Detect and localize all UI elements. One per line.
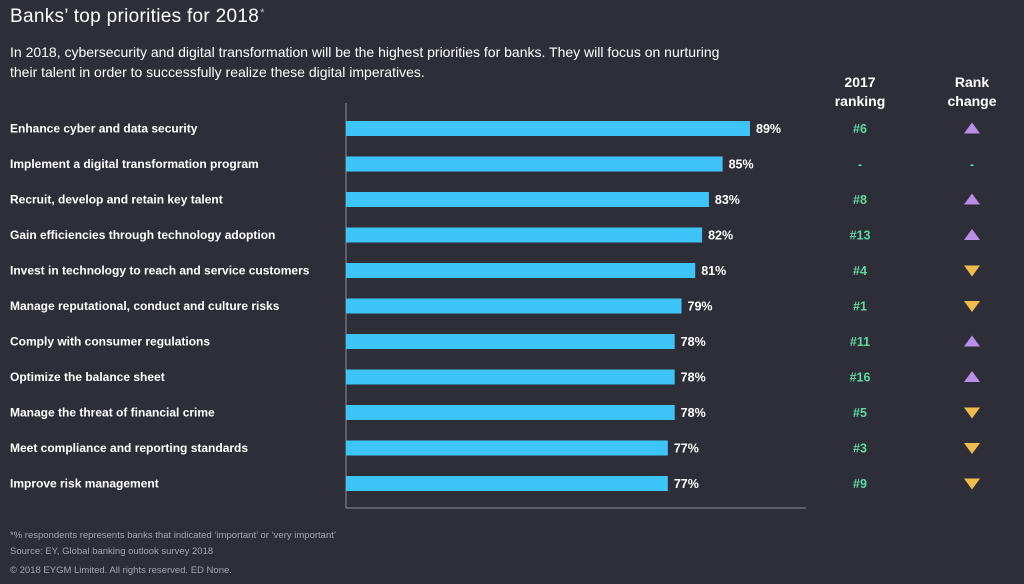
rank-2017-header: 2017 ranking bbox=[820, 73, 900, 111]
bar-chart: Enhance cyber and data security 89% #6 Impl… bbox=[10, 103, 980, 509]
rank-change-header: Rank change bbox=[932, 73, 1012, 111]
bar bbox=[346, 440, 668, 456]
category-label: Meet compliance and reporting standards bbox=[10, 441, 248, 455]
category-label: Implement a digital transformation progr… bbox=[10, 157, 259, 171]
rank-2017-value: #13 bbox=[850, 229, 871, 243]
value-label: 89% bbox=[756, 122, 781, 136]
copyright-note: © 2018 EYGM Limited. All rights reserved… bbox=[10, 565, 232, 576]
value-label: 77% bbox=[674, 477, 699, 491]
rank-2017-value: #8 bbox=[853, 193, 867, 207]
rank-up-icon bbox=[964, 193, 980, 205]
category-label: Optimize the balance sheet bbox=[10, 370, 165, 384]
value-label: 78% bbox=[681, 335, 706, 349]
rank-up-icon bbox=[964, 371, 980, 382]
rank-unchanged-label: - bbox=[970, 158, 974, 172]
value-label: 79% bbox=[688, 300, 713, 314]
bar bbox=[346, 369, 675, 385]
category-label: Manage the threat of financial crime bbox=[10, 406, 215, 420]
rank-header-line1: 2017 bbox=[844, 74, 876, 90]
chart-title: Banks’ top priorities for 2018* bbox=[10, 6, 265, 28]
category-label: Gain efficiencies through technology ado… bbox=[10, 228, 275, 242]
value-label: 77% bbox=[674, 442, 699, 456]
category-label: Manage reputational, conduct and culture… bbox=[10, 299, 280, 313]
rank-down-icon bbox=[964, 478, 980, 490]
bar bbox=[346, 334, 675, 349]
rank-2017-value: #6 bbox=[853, 122, 867, 136]
category-label: Comply with consumer regulations bbox=[10, 335, 210, 349]
change-header-line2: change bbox=[947, 93, 997, 109]
rank-2017-value: #3 bbox=[853, 442, 867, 456]
bar bbox=[346, 227, 703, 243]
value-label: 78% bbox=[681, 371, 706, 385]
category-label: Improve risk management bbox=[10, 477, 159, 491]
change-header-line1: Rank bbox=[954, 74, 990, 90]
rank-2017-value: - bbox=[858, 158, 862, 172]
rank-2017-value: #5 bbox=[853, 406, 867, 420]
rank-2017-value: #1 bbox=[853, 300, 867, 314]
value-label: 82% bbox=[708, 229, 733, 243]
bar bbox=[346, 192, 709, 207]
bar bbox=[346, 298, 682, 314]
bar bbox=[346, 405, 675, 420]
rank-down-icon bbox=[964, 265, 980, 277]
bar bbox=[346, 121, 750, 136]
category-label: Recruit, develop and retain key talent bbox=[10, 193, 223, 207]
chart-title-text: Banks’ top priorities for 2018 bbox=[10, 6, 260, 27]
rank-up-icon bbox=[964, 229, 980, 240]
rank-2017-value: #4 bbox=[853, 264, 867, 278]
rank-down-icon bbox=[964, 443, 980, 454]
footnote: *% respondents represents banks that ind… bbox=[10, 530, 336, 541]
bar bbox=[346, 476, 668, 491]
category-label: Invest in technology to reach and servic… bbox=[10, 264, 310, 278]
title-footnote-mark: * bbox=[260, 7, 265, 19]
chart-subtitle: In 2018, cybersecurity and digital trans… bbox=[10, 44, 720, 80]
category-label: Enhance cyber and data security bbox=[10, 122, 198, 136]
rank-down-icon bbox=[964, 301, 980, 312]
rank-2017-value: #11 bbox=[850, 335, 870, 349]
rank-header-line2: ranking bbox=[834, 93, 886, 109]
bar bbox=[346, 156, 723, 172]
rank-up-icon bbox=[964, 122, 980, 134]
rank-2017-value: #16 bbox=[850, 371, 871, 385]
rank-up-icon bbox=[964, 335, 980, 347]
value-label: 83% bbox=[715, 193, 740, 207]
source-note: Source: EY, Global banking outlook surve… bbox=[10, 546, 214, 557]
value-label: 78% bbox=[681, 406, 706, 420]
value-label: 81% bbox=[701, 264, 726, 278]
rank-down-icon bbox=[964, 407, 980, 419]
rank-2017-value: #9 bbox=[853, 477, 867, 491]
value-label: 85% bbox=[729, 158, 754, 172]
bar bbox=[346, 263, 696, 278]
